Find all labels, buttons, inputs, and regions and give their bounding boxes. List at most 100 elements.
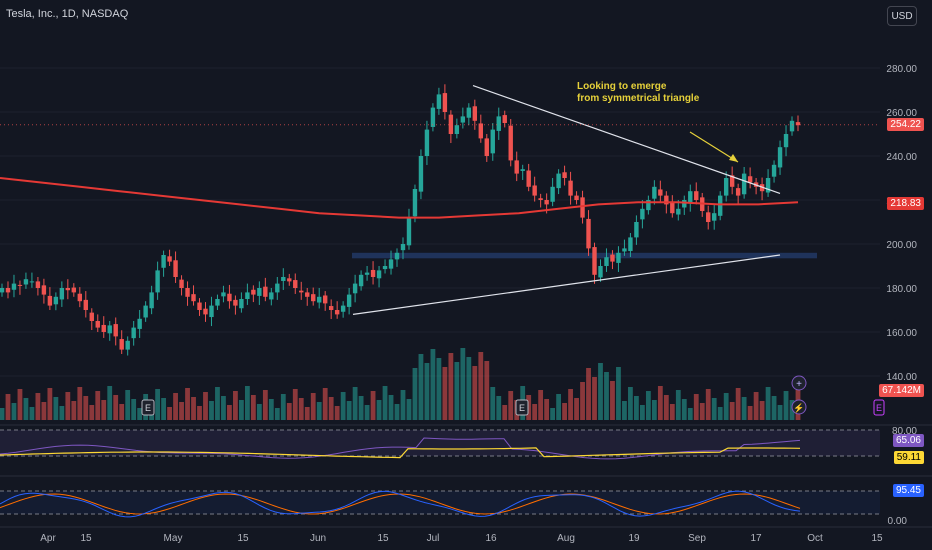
- volume-bar: [699, 403, 705, 420]
- price-tick-label: 240.00: [886, 152, 917, 163]
- candle-body: [610, 254, 615, 262]
- candle-body: [209, 305, 214, 318]
- volume-bar: [628, 387, 633, 420]
- volume-bar: [681, 399, 687, 420]
- candle-body: [0, 288, 5, 293]
- annotation-arrowhead: [729, 154, 738, 162]
- candle-body: [41, 285, 47, 295]
- volume-bar: [238, 400, 244, 420]
- volume-bar: [382, 386, 388, 420]
- time-axis-label: Aug: [557, 533, 575, 544]
- candle-body: [412, 189, 418, 217]
- candle-body: [484, 138, 489, 156]
- candle-body: [346, 294, 352, 307]
- candle-body: [203, 308, 208, 315]
- candle-body: [694, 191, 699, 200]
- candle-body: [71, 287, 77, 293]
- candle-body: [406, 217, 412, 246]
- candle-body: [113, 324, 118, 337]
- stoch-badge: 95.45: [892, 484, 924, 497]
- volume-bar: [209, 401, 214, 420]
- candle-body: [388, 259, 394, 269]
- volume-bar: [705, 389, 711, 420]
- volume-bar: [256, 404, 262, 420]
- volume-bar: [604, 372, 609, 420]
- candle-body: [520, 169, 525, 171]
- rsi-badge: 65.06: [892, 434, 924, 447]
- candle-body: [197, 302, 202, 310]
- volume-bar: [574, 398, 579, 420]
- candle-body: [340, 305, 346, 312]
- candle-body: [275, 283, 280, 293]
- candle-body: [717, 195, 723, 216]
- flash-icon: [791, 399, 807, 415]
- volume-bar: [526, 395, 532, 420]
- time-axis-label: 17: [750, 533, 762, 544]
- candle-body: [723, 178, 729, 196]
- candle-body: [215, 299, 220, 306]
- candle-body: [676, 208, 681, 215]
- candle-body: [299, 290, 304, 293]
- candle-body: [328, 306, 334, 310]
- time-axis-label: Oct: [807, 533, 823, 544]
- candle-body: [712, 213, 717, 221]
- candle-body: [430, 107, 436, 127]
- volume-bar: [550, 408, 556, 420]
- volume-bar: [23, 398, 29, 420]
- candle-body: [424, 129, 430, 156]
- candle-body: [466, 107, 472, 118]
- currency-button[interactable]: USD: [887, 6, 917, 26]
- volume-bar: [191, 397, 196, 420]
- volume-bar: [155, 389, 161, 420]
- triangle-lower-line: [352, 254, 781, 315]
- time-axis-label: 19: [628, 533, 640, 544]
- time-axis-label: 15: [871, 533, 883, 544]
- candle-body: [155, 270, 160, 293]
- volume-bar: [77, 387, 83, 420]
- volume-bar: [83, 396, 89, 420]
- volume-bar: [262, 390, 268, 420]
- candle-body: [364, 272, 370, 275]
- volume-bar: [556, 394, 562, 420]
- candle-body: [454, 125, 460, 134]
- volume-bar: [735, 388, 741, 420]
- candle-body: [526, 170, 531, 187]
- candle-body: [658, 189, 663, 196]
- candle-body: [191, 294, 196, 302]
- candle-body: [490, 129, 495, 154]
- volume-bar: [580, 382, 585, 420]
- volume-bar: [675, 390, 681, 420]
- candle-body: [652, 186, 657, 199]
- volume-bar: [406, 399, 412, 420]
- symbol-title[interactable]: Tesla, Inc., 1D, NASDAQ: [6, 8, 129, 20]
- candle-body: [287, 278, 292, 282]
- candle-body: [269, 292, 274, 300]
- time-axis-label: 15: [80, 533, 92, 544]
- volume-bar: [35, 393, 41, 420]
- candle-body: [382, 266, 388, 270]
- volume-bar: [125, 390, 131, 420]
- time-axis-label: Jul: [427, 533, 440, 544]
- volume-bar: [436, 358, 442, 420]
- volume-bar: [185, 388, 190, 420]
- volume-bar: [645, 391, 651, 420]
- candle-body: [358, 274, 364, 287]
- candle-body: [741, 173, 747, 195]
- candle-body: [125, 340, 130, 350]
- volume-bar: [113, 395, 119, 420]
- time-axis-label: 15: [237, 533, 249, 544]
- candle-body: [478, 123, 483, 139]
- candle-body: [83, 299, 88, 310]
- volume-bar: [376, 400, 382, 420]
- volume-bar: [179, 402, 184, 420]
- candle-body: [101, 324, 106, 332]
- volume-bar: [364, 405, 370, 420]
- volume-bar: [777, 405, 783, 420]
- earnings-marker-edge: [873, 399, 885, 416]
- earnings-marker: [515, 399, 529, 416]
- candle-body: [771, 164, 777, 177]
- candle-body: [646, 200, 651, 211]
- volume-bar: [610, 381, 615, 420]
- candle-body: [514, 160, 519, 174]
